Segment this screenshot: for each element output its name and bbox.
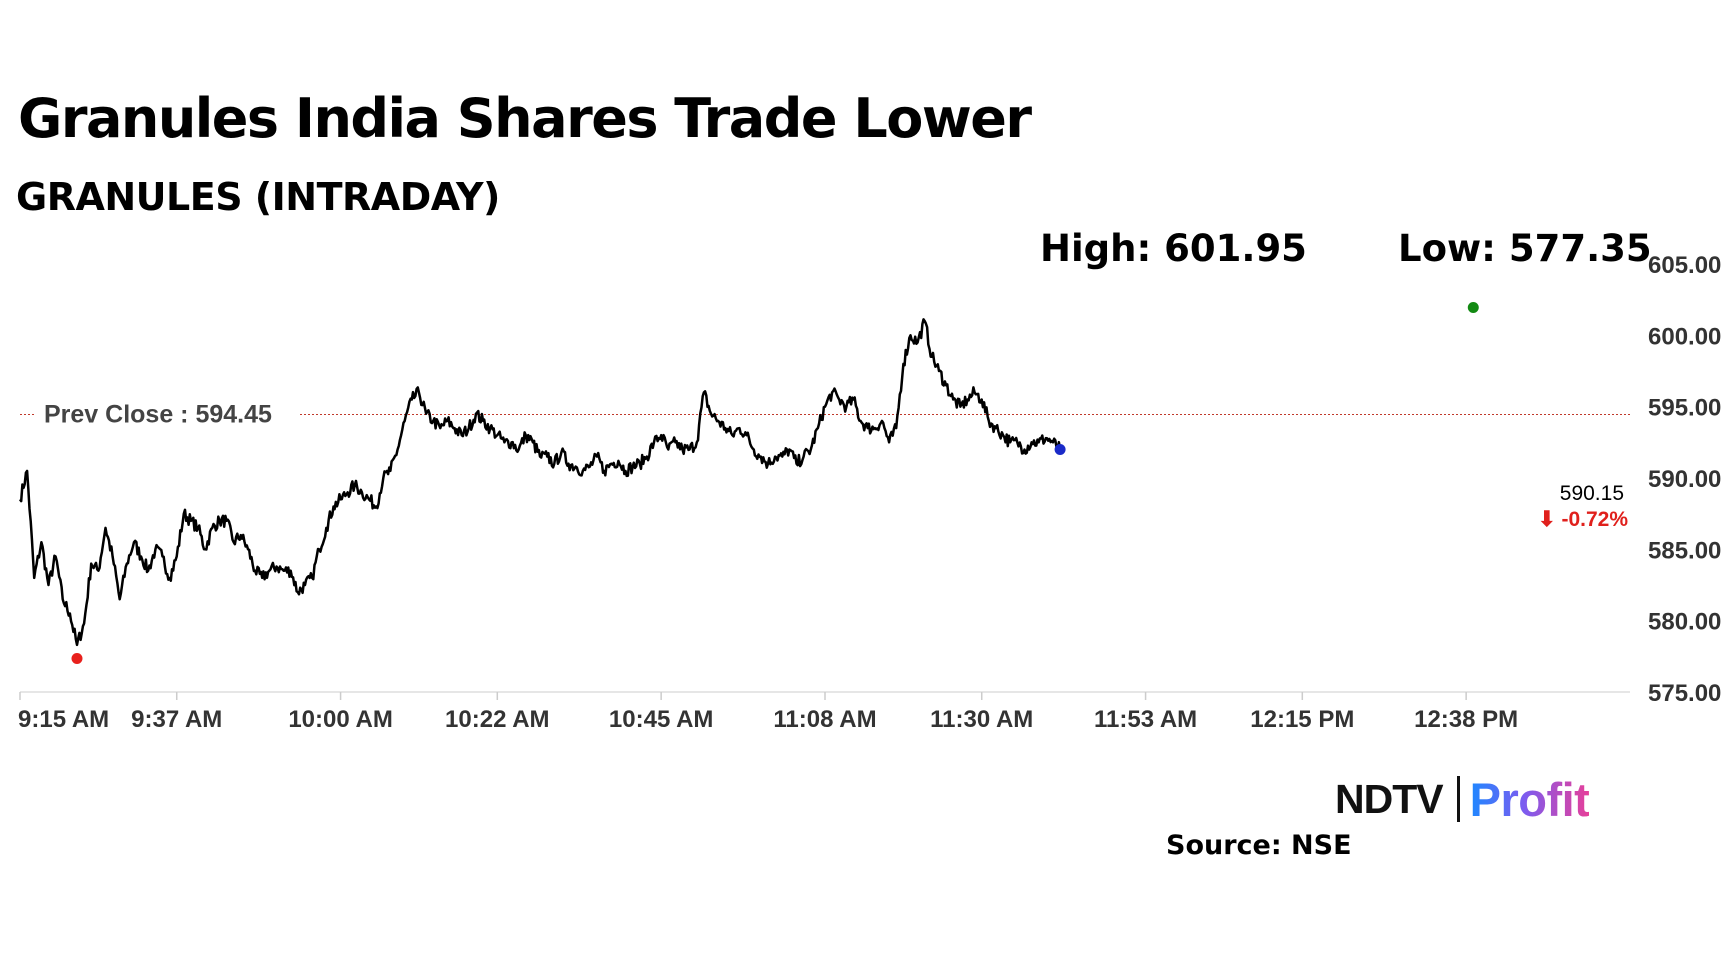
x-tick-label: 11:53 AM	[1094, 706, 1197, 733]
prev-close-label-bg	[36, 398, 298, 431]
last-price-marker	[1054, 443, 1066, 455]
x-tick-label: 11:30 AM	[930, 706, 1033, 733]
x-tick-label: 12:15 PM	[1250, 706, 1354, 733]
x-tick-label: 10:45 AM	[609, 706, 713, 733]
last-price-label: 590.15	[1560, 482, 1624, 505]
x-tick-label: 10:00 AM	[288, 706, 392, 733]
x-tick-label: 9:37 AM	[131, 706, 222, 733]
logo-divider	[1456, 776, 1460, 822]
x-tick-label: 10:22 AM	[445, 706, 549, 733]
y-tick-label: 580.00	[1648, 609, 1721, 636]
prev-close-label: Prev Close : 594.45	[44, 401, 272, 429]
y-tick-label: 585.00	[1648, 537, 1721, 564]
x-tick-label: 12:38 PM	[1414, 706, 1518, 733]
price-series-line	[18, 318, 1062, 647]
x-tick-label: 9:15 AM	[18, 706, 109, 733]
high-value: High: 601.95	[1040, 227, 1307, 270]
low-value: Low: 577.35	[1398, 227, 1652, 270]
y-tick-label: 595.00	[1648, 395, 1721, 422]
last-change-label: ⬇ -0.72%	[1538, 508, 1628, 531]
source-note: Source: NSE	[1166, 830, 1352, 861]
low-marker	[71, 652, 83, 664]
y-tick-label: 605.00	[1648, 252, 1721, 279]
y-tick-label: 575.00	[1648, 680, 1721, 707]
logo-ndtv-text: NDTV	[1335, 775, 1444, 822]
chart-subtitle: GRANULES (INTRADAY)	[16, 175, 500, 219]
x-tick-label: 11:08 AM	[773, 706, 876, 733]
y-tick-label: 600.00	[1648, 323, 1721, 350]
logo-profit-text: Profit	[1469, 772, 1590, 826]
y-tick-label: 590.00	[1648, 466, 1721, 493]
page-title: Granules India Shares Trade Lower	[18, 87, 1032, 150]
high-marker	[1467, 302, 1479, 314]
ndtv-profit-logo: NDTV Profit	[1335, 772, 1590, 826]
